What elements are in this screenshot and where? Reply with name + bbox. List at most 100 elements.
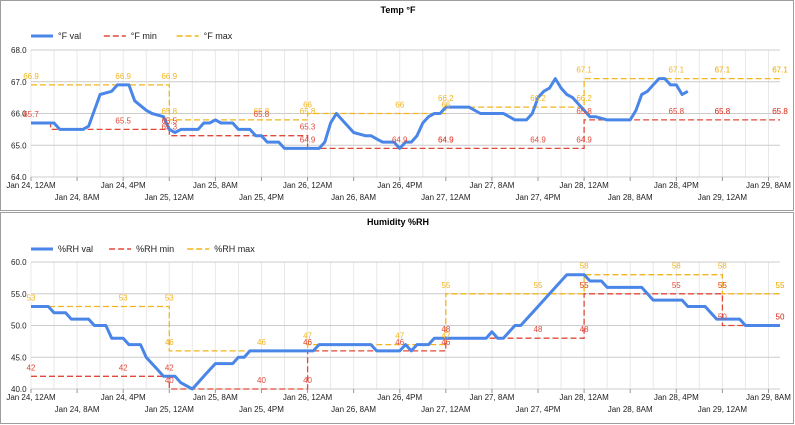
chart0-data-label-min: 64.9 bbox=[392, 135, 408, 144]
chart1-xtick-label: Jan 28, 12AM bbox=[559, 393, 609, 402]
chart1-xtick-label: Jan 29, 12AM bbox=[698, 405, 748, 414]
chart0-data-label-max: 66.2 bbox=[576, 94, 592, 103]
chart1-data-label-max: 55 bbox=[776, 281, 785, 290]
chart0-data-label-max: 67.1 bbox=[669, 66, 685, 75]
chart1-legend-label-val: %RH val bbox=[58, 244, 93, 254]
chart1-data-label-max: 53 bbox=[165, 293, 174, 302]
chart0-series-val-line bbox=[31, 77, 689, 150]
chart1-xtick-label: Jan 28, 4PM bbox=[654, 393, 699, 402]
chart0-ytick-label: 66.0 bbox=[11, 110, 27, 119]
chart1-ytick-label: 40.0 bbox=[11, 385, 27, 394]
chart0-data-label-max: 66 bbox=[303, 101, 312, 110]
chart1-data-label-min: 40 bbox=[165, 376, 174, 385]
chart0-data-label-max: 66.9 bbox=[23, 72, 39, 81]
chart0-xtick-label: Jan 27, 8AM bbox=[469, 181, 514, 190]
chart1-data-label-max: 46 bbox=[165, 338, 174, 347]
chart0-xtick-label: Jan 27, 4PM bbox=[516, 193, 561, 202]
chart0-data-label-min: 65.3 bbox=[300, 123, 316, 132]
chart1-data-label-min: 42 bbox=[27, 363, 36, 372]
chart0-data-label-max: 66.2 bbox=[438, 94, 454, 103]
chart0-data-label-max: 66 bbox=[395, 101, 404, 110]
chart1-data-label-max: 55 bbox=[580, 281, 589, 290]
chart1-data-label-min: 55 bbox=[580, 281, 589, 290]
chart0-data-label-min: 65.3 bbox=[161, 123, 177, 132]
chart0-data-label-max: 65.8 bbox=[161, 107, 177, 116]
chart0-xtick-label: Jan 26, 12AM bbox=[283, 181, 333, 190]
chart1-data-label-max: 58 bbox=[672, 262, 681, 271]
chart1-data-label-max: 53 bbox=[27, 293, 36, 302]
chart1-series-max-line bbox=[31, 274, 780, 352]
chart1-data-label-max: 58 bbox=[580, 262, 589, 271]
chart0-data-label-min: 64.9 bbox=[438, 135, 454, 144]
chart1-legend-label-max: %RH max bbox=[214, 244, 255, 254]
chart0-xtick-label: Jan 26, 8AM bbox=[331, 193, 376, 202]
chart0-data-label-min: 65.8 bbox=[254, 110, 270, 119]
chart0-data-label-min: 64.9 bbox=[438, 135, 454, 144]
chart0-series-max-line bbox=[31, 77, 780, 121]
chart0-xtick-label: Jan 29, 12AM bbox=[698, 193, 748, 202]
chart0-xtick-label: Jan 28, 4PM bbox=[654, 181, 699, 190]
chart1-data-label-max: 46 bbox=[303, 338, 312, 347]
chart0-data-label-min: 64.9 bbox=[300, 135, 316, 144]
chart0-series-min-line bbox=[31, 119, 780, 150]
chart0-data-label-min: 65.8 bbox=[576, 107, 592, 116]
chart1-data-label-min: 42 bbox=[165, 363, 174, 372]
chart0-data-label-max: 67.1 bbox=[715, 66, 731, 75]
chart1-xtick-label: Jan 27, 4PM bbox=[516, 405, 561, 414]
chart0-data-label-max: 66 bbox=[441, 101, 450, 110]
chart1-data-label-min: 50 bbox=[776, 313, 785, 322]
chart1-data-label-max: 55 bbox=[718, 281, 727, 290]
chart1-xtick-label: Jan 28, 8AM bbox=[608, 405, 653, 414]
chart0-ytick-label: 65.0 bbox=[11, 141, 27, 150]
chart0-title: Temp °F bbox=[381, 5, 416, 15]
chart0-xtick-label: Jan 28, 12AM bbox=[559, 181, 609, 190]
chart0-data-label-min: 65.8 bbox=[715, 107, 731, 116]
chart1-data-label-min: 46 bbox=[303, 338, 312, 347]
chart1-data-label-min: 46 bbox=[395, 338, 404, 347]
chart1-data-label-max: 47 bbox=[441, 332, 450, 341]
chart1-ytick-label: 45.0 bbox=[11, 353, 27, 362]
temp-chart-panel: Temp °F °F val °F min °F max 64.0 65.0 66.0 67.… bbox=[0, 0, 794, 211]
chart0-xtick-label: Jan 25, 8AM bbox=[193, 181, 238, 190]
chart0-xtick-label: Jan 25, 12AM bbox=[145, 193, 195, 202]
chart0-data-label-min: 64.9 bbox=[530, 135, 546, 144]
chart1-data-label-min: 50 bbox=[718, 313, 727, 322]
chart1-ytick-label: 55.0 bbox=[11, 290, 27, 299]
chart1-xtick-label: Jan 24, 4PM bbox=[101, 393, 146, 402]
temp-chart: Temp °F °F val °F min °F max 64.0 65.0 66.0 67.… bbox=[6, 5, 791, 202]
chart0-xtick-label: Jan 27, 12AM bbox=[421, 193, 471, 202]
chart0-data-label-min: 64.9 bbox=[576, 135, 592, 144]
chart1-ytick-label: 50.0 bbox=[11, 322, 27, 331]
chart0-ytick-label: 67.0 bbox=[11, 78, 27, 87]
chart0-legend-label-val: °F val bbox=[58, 31, 81, 41]
chart1-xtick-label: Jan 25, 8AM bbox=[193, 393, 238, 402]
chart1-data-label-min: 40 bbox=[303, 376, 312, 385]
chart1-legend-label-min: %RH min bbox=[136, 244, 174, 254]
chart0-legend-label-min: °F min bbox=[131, 31, 157, 41]
chart1-xtick-label: Jan 26, 12AM bbox=[283, 393, 333, 402]
chart0-data-label-min: 65.8 bbox=[715, 107, 731, 116]
humidity-chart: Humidity %RH %RH val %RH min %RH max 40.0 45.… bbox=[6, 217, 791, 414]
chart0-data-label-min: 65.5 bbox=[115, 116, 131, 125]
chart0-xtick-label: Jan 24, 4PM bbox=[101, 181, 146, 190]
chart1-data-label-max: 55 bbox=[776, 281, 785, 290]
chart0-data-label-max: 66.9 bbox=[161, 72, 177, 81]
chart1-data-label-max: 47 bbox=[395, 332, 404, 341]
chart0-data-label-max: 67.1 bbox=[772, 66, 788, 75]
chart1-xtick-label: Jan 29, 8AM bbox=[746, 393, 791, 402]
chart0-ytick-label: 68.0 bbox=[11, 46, 27, 55]
chart0-ytick-label: 64.0 bbox=[11, 173, 27, 182]
chart0-xtick-label: Jan 29, 8AM bbox=[746, 181, 791, 190]
chart1-xtick-label: Jan 27, 12AM bbox=[421, 405, 471, 414]
chart1-data-label-min: 48 bbox=[534, 325, 543, 334]
chart0-xtick-label: Jan 24, 8AM bbox=[55, 193, 100, 202]
chart1-data-label-min: 55 bbox=[718, 281, 727, 290]
chart0-data-label-max: 66.9 bbox=[115, 72, 131, 81]
chart1-data-label-min: 46 bbox=[441, 338, 450, 347]
chart1-xtick-label: Jan 24, 8AM bbox=[55, 405, 100, 414]
chart1-xtick-label: Jan 26, 4PM bbox=[377, 393, 422, 402]
chart1-data-label-max: 55 bbox=[441, 281, 450, 290]
chart0-data-label-max: 67.1 bbox=[772, 66, 788, 75]
chart1-xtick-label: Jan 25, 4PM bbox=[239, 405, 284, 414]
chart1-series-min-line bbox=[31, 293, 780, 390]
